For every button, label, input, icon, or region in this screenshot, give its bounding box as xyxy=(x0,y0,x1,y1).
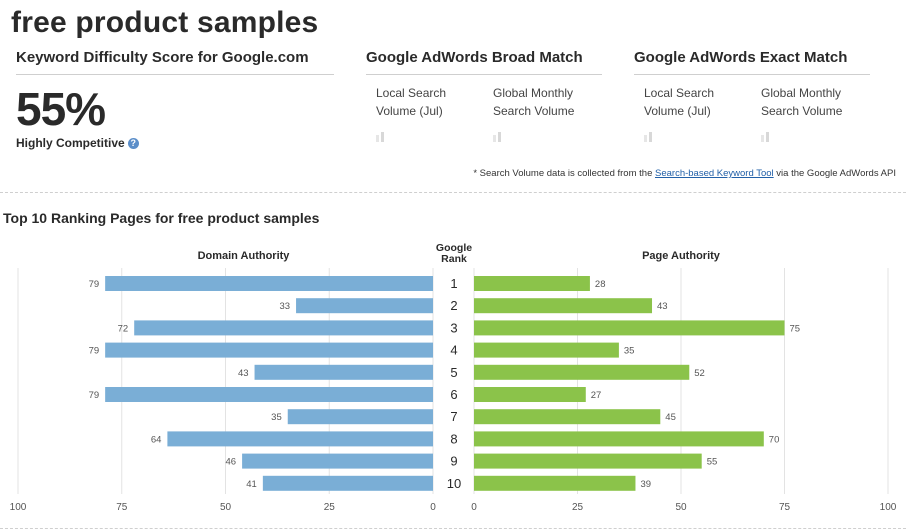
page-authority-bar xyxy=(474,320,785,336)
domain-authority-value: 43 xyxy=(238,368,249,379)
competitiveness-label: Highly Competitive ? xyxy=(16,136,139,150)
right-axis-tick: 25 xyxy=(572,502,584,513)
google-rank-title: Google xyxy=(436,242,472,254)
page-authority-value: 35 xyxy=(624,346,635,357)
google-rank-label: 6 xyxy=(450,387,457,402)
google-rank-label: 8 xyxy=(450,431,457,446)
domain-authority-value: 72 xyxy=(118,323,129,334)
broad-local-volume-label: Local Search Volume (Jul) xyxy=(376,86,447,118)
domain-authority-value: 79 xyxy=(89,279,100,290)
google-rank-title: Rank xyxy=(441,253,467,265)
keyword-difficulty-heading: Keyword Difficulty Score for Google.com xyxy=(16,49,309,66)
page-authority-value: 52 xyxy=(694,368,705,379)
bottom-divider xyxy=(0,528,906,529)
page-authority-value: 27 xyxy=(591,390,602,401)
right-axis-tick: 50 xyxy=(675,502,687,513)
exact-match-heading: Google AdWords Exact Match xyxy=(634,49,848,66)
broad-match-divider xyxy=(366,74,602,75)
page-authority-value: 43 xyxy=(657,301,668,312)
footnote-suffix: via the Google AdWords API xyxy=(773,168,896,179)
footnote: * Search Volume data is collected from t… xyxy=(473,168,896,179)
page-authority-axis-title: Page Authority xyxy=(642,250,721,262)
page-authority-bar xyxy=(474,387,586,402)
page-authority-bar xyxy=(474,409,661,425)
keyword-difficulty-score: 55% xyxy=(16,83,106,135)
exact-match-divider xyxy=(634,74,870,75)
page-authority-value: 55 xyxy=(707,457,718,468)
right-axis-tick: 0 xyxy=(471,502,477,513)
google-rank-label: 3 xyxy=(450,320,457,335)
domain-authority-bar xyxy=(134,320,433,336)
broad-local-volume-bar xyxy=(376,132,384,142)
kd-divider xyxy=(16,74,334,75)
domain-authority-value: 41 xyxy=(246,479,257,490)
competitiveness-text: Highly Competitive xyxy=(16,136,125,150)
domain-authority-bar xyxy=(105,276,434,291)
left-axis-tick: 100 xyxy=(10,502,27,513)
page-authority-bar xyxy=(474,453,702,469)
page-authority-value: 45 xyxy=(665,412,676,423)
domain-authority-bar xyxy=(262,475,433,491)
google-rank-label: 9 xyxy=(450,454,457,469)
page-authority-bar xyxy=(474,276,590,291)
question-circle-icon[interactable]: ? xyxy=(127,137,139,149)
left-axis-tick: 75 xyxy=(116,502,128,513)
page-authority-bar xyxy=(474,342,619,358)
broad-match-heading: Google AdWords Broad Match xyxy=(366,49,583,66)
exact-global-volume-label: Global Monthly Search Volume xyxy=(761,86,843,118)
google-rank-label: 1 xyxy=(450,276,457,291)
domain-authority-bar xyxy=(296,298,433,314)
page-authority-value: 70 xyxy=(769,434,780,445)
domain-authority-value: 33 xyxy=(279,301,290,312)
domain-authority-bar xyxy=(287,409,433,425)
domain-authority-bar xyxy=(105,342,434,358)
keyword-tool-link[interactable]: Search-based Keyword Tool xyxy=(655,168,774,179)
broad-global-volume-bar xyxy=(493,132,501,142)
domain-authority-value: 79 xyxy=(89,346,100,357)
domain-authority-bar xyxy=(105,387,434,402)
left-axis-tick: 50 xyxy=(220,502,232,513)
exact-local-volume-bar xyxy=(644,132,652,142)
footnote-prefix: * Search Volume data is collected from t… xyxy=(473,168,655,179)
google-rank-label: 5 xyxy=(450,365,457,380)
domain-authority-bar xyxy=(254,364,433,380)
right-axis-tick: 100 xyxy=(880,502,897,513)
left-axis-tick: 0 xyxy=(430,502,436,513)
exact-local-volume-label: Local Search Volume (Jul) xyxy=(644,86,715,118)
page-authority-value: 75 xyxy=(790,323,801,334)
page-authority-bar xyxy=(474,298,653,314)
domain-authority-value: 46 xyxy=(226,457,237,468)
page-authority-value: 28 xyxy=(595,279,606,290)
left-axis-tick: 25 xyxy=(324,502,336,513)
page-authority-bar xyxy=(474,364,690,380)
page-title: free product samples xyxy=(11,6,319,39)
domain-authority-bar xyxy=(242,453,433,469)
chart-title: Top 10 Ranking Pages for free product sa… xyxy=(3,210,320,226)
right-axis-tick: 75 xyxy=(779,502,791,513)
page-authority-bar xyxy=(474,431,764,447)
domain-authority-axis-title: Domain Authority xyxy=(198,250,291,262)
section-divider xyxy=(0,192,906,193)
domain-authority-value: 35 xyxy=(271,412,282,423)
ranking-chart: Domain Authority Page Authority GoogleRank… xyxy=(10,242,897,513)
exact-global-volume-bar xyxy=(761,132,769,142)
domain-authority-value: 79 xyxy=(89,390,100,401)
page-authority-value: 39 xyxy=(640,479,651,490)
google-rank-label: 10 xyxy=(447,476,461,491)
google-rank-label: 2 xyxy=(450,298,457,313)
domain-authority-bar xyxy=(167,431,433,447)
page-authority-bar xyxy=(474,475,636,491)
domain-authority-value: 64 xyxy=(151,434,162,445)
google-rank-label: 4 xyxy=(450,343,457,358)
broad-global-volume-label: Global Monthly Search Volume xyxy=(493,86,575,118)
google-rank-label: 7 xyxy=(450,409,457,424)
